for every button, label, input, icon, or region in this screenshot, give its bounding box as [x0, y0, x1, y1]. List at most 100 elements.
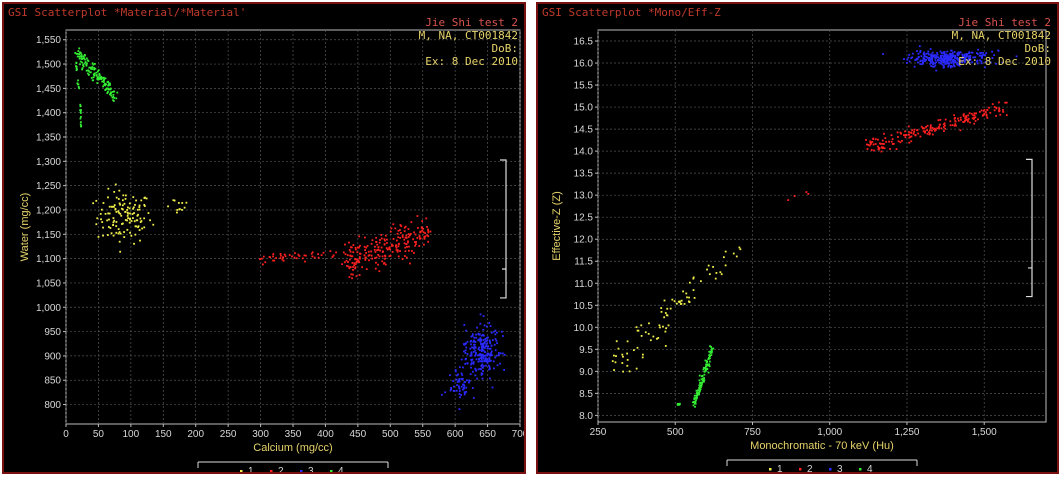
data-point	[405, 256, 408, 259]
data-point	[714, 277, 717, 280]
data-point	[964, 117, 967, 120]
data-point	[356, 258, 358, 261]
data-point	[889, 148, 891, 150]
data-point	[75, 69, 78, 72]
data-point	[490, 344, 493, 347]
data-point	[983, 54, 986, 56]
series-2	[259, 215, 432, 280]
data-point	[697, 389, 700, 392]
data-point	[93, 72, 96, 75]
data-point	[107, 226, 110, 228]
x-tick-label: 500	[667, 427, 684, 438]
data-point	[708, 354, 711, 356]
data-point	[421, 220, 424, 223]
data-point	[129, 231, 131, 234]
data-point	[474, 349, 477, 352]
data-point	[113, 190, 116, 193]
data-point	[100, 218, 102, 221]
data-point	[963, 56, 966, 59]
data-point	[878, 147, 881, 150]
data-point	[929, 62, 932, 65]
data-point	[952, 63, 955, 65]
data-point	[922, 127, 925, 130]
data-point	[359, 244, 361, 247]
data-point	[478, 358, 480, 361]
panel-title: GSI Scatterplot *Material/*Material'	[8, 6, 247, 19]
data-point	[928, 53, 931, 56]
data-point	[485, 364, 487, 367]
data-point	[877, 138, 879, 141]
data-point	[955, 124, 957, 127]
y-tick-label: 15.0	[574, 103, 594, 114]
data-point	[107, 91, 109, 93]
data-point	[640, 324, 643, 327]
data-point	[946, 50, 949, 53]
y-tick-label: 950	[44, 327, 61, 338]
data-point	[121, 199, 124, 202]
data-point	[883, 147, 886, 150]
data-point	[470, 358, 473, 361]
data-point	[700, 386, 702, 389]
x-tick-label: 600	[447, 429, 464, 440]
data-point	[469, 373, 472, 376]
data-point	[477, 348, 480, 351]
data-point	[489, 359, 492, 362]
data-point	[967, 114, 969, 117]
y-tick-label: 9.5	[579, 345, 593, 356]
data-point	[371, 239, 374, 242]
data-point	[129, 212, 131, 215]
data-point	[940, 127, 943, 130]
data-point	[985, 113, 988, 116]
data-point	[469, 347, 472, 350]
data-point	[707, 371, 710, 374]
data-point	[922, 62, 924, 65]
data-point	[427, 229, 430, 232]
data-point	[279, 257, 282, 260]
data-point	[484, 351, 486, 354]
data-point	[452, 389, 455, 392]
data-point	[710, 348, 713, 351]
scatterplot-mono-effz-chart[interactable]: 250 500 750 1,000 1,250 1,500 8.0 8.5 9.0 9.5 10.0…	[538, 4, 1057, 472]
data-point	[108, 218, 110, 221]
data-point	[395, 246, 398, 249]
data-point	[925, 55, 928, 58]
data-point	[704, 367, 707, 369]
data-point	[963, 121, 966, 123]
data-point	[928, 133, 931, 136]
data-point	[173, 199, 176, 202]
data-point	[710, 354, 713, 356]
data-point	[693, 394, 696, 397]
series-4	[676, 345, 715, 408]
y-tick-label: 850	[44, 376, 61, 387]
patient-info: Jie Shi test 2 M, NA, CT001842 DoB: Ex: …	[419, 16, 518, 68]
data-point	[91, 68, 94, 70]
data-point	[79, 121, 82, 123]
data-point	[936, 127, 939, 130]
data-point	[115, 211, 118, 213]
data-point	[458, 387, 461, 389]
data-point	[973, 122, 976, 125]
data-point	[403, 226, 406, 229]
data-point	[913, 128, 916, 131]
data-point	[95, 223, 98, 226]
data-point	[91, 66, 94, 68]
data-point	[900, 132, 903, 135]
data-point	[961, 53, 964, 56]
data-point	[82, 64, 84, 66]
y-tick-label: 1,500	[36, 60, 61, 71]
data-point	[354, 263, 357, 266]
data-point	[108, 88, 111, 91]
data-point	[121, 204, 124, 207]
data-point	[92, 202, 95, 205]
data-point	[486, 361, 489, 364]
data-point	[657, 337, 660, 339]
data-point	[482, 370, 484, 372]
scatterplot-material-chart[interactable]: 0 50 100 150 200 250 300 350 400 450 500 550 600 650 7…	[4, 4, 524, 472]
data-point	[622, 355, 624, 358]
data-point	[692, 276, 695, 279]
data-point	[83, 57, 85, 60]
data-point	[680, 302, 683, 305]
data-point	[956, 53, 959, 56]
data-point	[906, 58, 909, 61]
data-point	[956, 63, 959, 66]
